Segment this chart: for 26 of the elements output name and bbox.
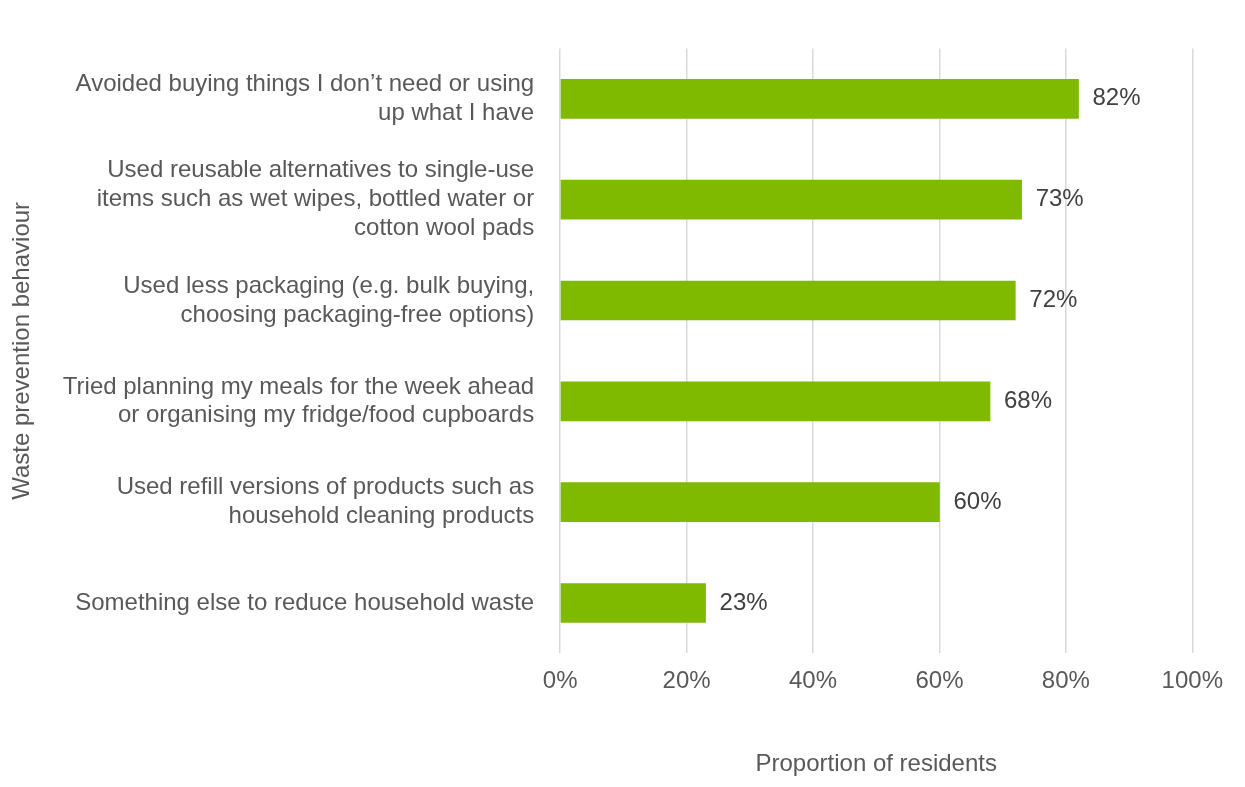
x-tick-label: 40%: [789, 666, 838, 694]
x-tick-label: 0%: [542, 666, 578, 694]
x-tick-label: 100%: [1161, 666, 1223, 694]
data-label: 60%: [953, 486, 1002, 514]
bar: [560, 78, 1079, 119]
data-label: 73%: [1035, 184, 1084, 212]
data-label: 82%: [1092, 83, 1141, 111]
data-label: 68%: [1004, 385, 1053, 413]
bar: [560, 583, 706, 623]
x-tick-label: 80%: [1041, 666, 1090, 694]
bar: [560, 381, 991, 422]
y-tick-label: Avoided buying things I don’t need or using up what I have: [75, 69, 535, 125]
bar: [560, 280, 1016, 321]
y-tick-label: Used less packaging (e.g. bulk buying, choosing packaging-free options): [123, 270, 535, 327]
y-tick-label: Something else to reduce household waste: [75, 587, 535, 615]
x-axis-title: Proportion of residents: [755, 749, 997, 777]
y-tick-label: Used reusable alternatives to single-use items such as wet wipes, bottled water or cotton wool pads: [96, 155, 535, 241]
y-axis-title: Waste prevention behaviour: [7, 201, 35, 500]
bar: [560, 482, 940, 522]
bar: [560, 179, 1022, 220]
y-tick-label: Used refill versions of products such as household cleaning products: [116, 472, 535, 529]
data-label: 23%: [719, 587, 768, 615]
x-tick-label: 20%: [662, 666, 711, 694]
x-tick-label: 60%: [915, 666, 964, 694]
data-label: 72%: [1029, 285, 1078, 313]
y-tick-label: Tried planning my meals for the week ahead or organising my fridge/food cupboards: [62, 371, 535, 428]
